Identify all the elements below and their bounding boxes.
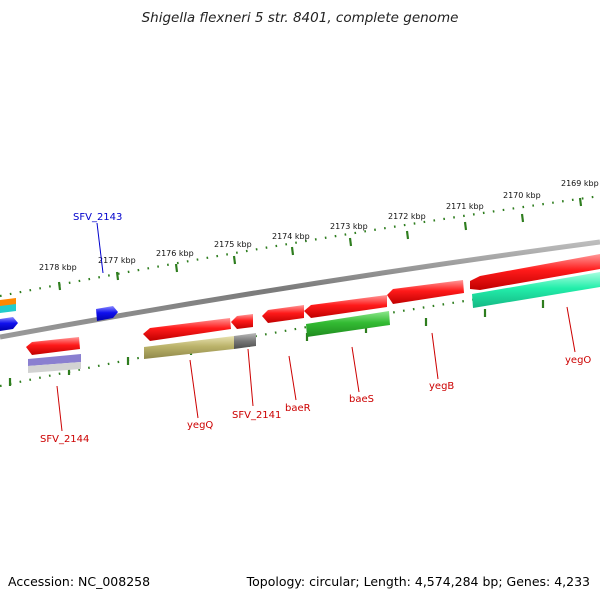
scale-label: 2172 kbp bbox=[388, 212, 426, 221]
genome-summary-text: Topology: circular; Length: 4,574,284 bp… bbox=[246, 574, 590, 589]
reverse-strand-genes bbox=[0, 272, 600, 373]
map-title: Shigella flexneri 5 str. 8401, complete … bbox=[141, 10, 459, 26]
outer-scale-major-ticks bbox=[57, 197, 583, 291]
gene-feature-yego-forward[interactable] bbox=[470, 254, 600, 290]
scale-label: 2176 kbp bbox=[156, 249, 194, 258]
gene-feature-yegq-olive[interactable] bbox=[144, 336, 234, 359]
scale-label: 2169 kbp bbox=[561, 179, 599, 188]
label-leaders bbox=[56, 222, 576, 432]
gene-label[interactable]: yegB bbox=[429, 381, 454, 392]
gene-feature-sfv-2141[interactable] bbox=[231, 314, 253, 329]
gene-labels: SFV_2143 SFV_2144 yegQ SFV_2141 baeR bae… bbox=[40, 212, 591, 445]
gene-feature[interactable] bbox=[0, 304, 16, 313]
scale-label: 2178 kbp bbox=[39, 263, 77, 272]
accession-text: Accession: NC_008258 bbox=[8, 574, 151, 589]
gene-label[interactable]: SFV_2144 bbox=[40, 434, 89, 445]
gene-label[interactable]: baeR bbox=[285, 403, 311, 414]
gene-label[interactable]: yegQ bbox=[187, 420, 213, 431]
gene-feature-baes[interactable] bbox=[304, 295, 387, 318]
gene-feature-yego-aqua[interactable] bbox=[472, 272, 600, 308]
gene-feature-yegb[interactable] bbox=[387, 280, 464, 304]
gene-feature-baes-green[interactable] bbox=[306, 311, 390, 337]
gene-feature-grey[interactable] bbox=[234, 333, 256, 349]
gene-label[interactable]: baeS bbox=[349, 394, 374, 405]
scale-label: 2173 kbp bbox=[330, 222, 368, 231]
genome-backbone bbox=[0, 239, 600, 340]
scale-label: 2171 kbp bbox=[446, 202, 484, 211]
gene-feature-sfv-2143[interactable] bbox=[96, 306, 118, 321]
gene-feature-baer[interactable] bbox=[262, 305, 304, 323]
gene-feature-yegq[interactable] bbox=[143, 318, 231, 341]
scale-label: 2177 kbp bbox=[98, 256, 136, 265]
gene-feature-sfv-2144[interactable] bbox=[26, 337, 80, 355]
gene-label[interactable]: SFV_2143 bbox=[73, 212, 122, 223]
gene-label[interactable]: yegO bbox=[565, 355, 591, 366]
scale-label: 2174 kbp bbox=[272, 232, 310, 241]
gene-label[interactable]: SFV_2141 bbox=[232, 410, 281, 421]
gene-feature-sfv-2144-rna[interactable] bbox=[28, 362, 81, 373]
scale-labels: 2178 kbp 2177 kbp 2176 kbp 2175 kbp 2174… bbox=[39, 179, 599, 272]
scale-label: 2170 kbp bbox=[503, 191, 541, 200]
gene-feature[interactable] bbox=[0, 317, 18, 331]
scale-label: 2175 kbp bbox=[214, 240, 252, 249]
forward-strand-genes bbox=[0, 254, 600, 321]
